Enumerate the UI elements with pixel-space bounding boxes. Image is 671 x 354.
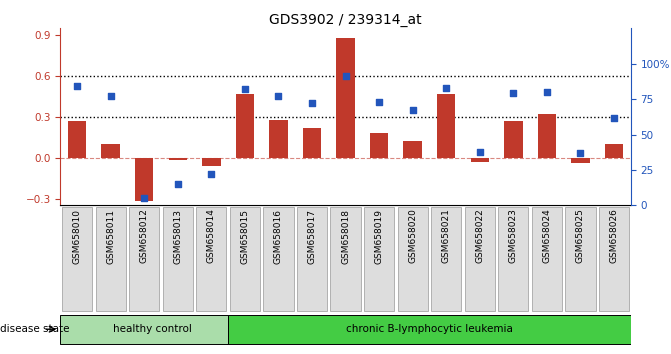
Bar <box>202 158 221 166</box>
Text: disease state: disease state <box>0 324 70 334</box>
Text: GSM658015: GSM658015 <box>240 209 250 264</box>
FancyBboxPatch shape <box>297 207 327 311</box>
Bar <box>537 114 556 158</box>
Bar <box>437 94 456 158</box>
FancyBboxPatch shape <box>197 207 227 311</box>
Text: GSM658024: GSM658024 <box>542 209 552 263</box>
Text: GSM658014: GSM658014 <box>207 209 216 263</box>
Bar <box>101 144 120 158</box>
Text: GSM658010: GSM658010 <box>72 209 82 264</box>
Text: healthy control: healthy control <box>113 324 192 334</box>
FancyBboxPatch shape <box>499 207 529 311</box>
Point <box>441 85 452 91</box>
Text: GSM658021: GSM658021 <box>442 209 451 263</box>
Point <box>206 171 217 177</box>
FancyBboxPatch shape <box>532 207 562 311</box>
Bar <box>403 141 422 158</box>
FancyBboxPatch shape <box>331 207 361 311</box>
Point <box>474 149 485 154</box>
Point <box>139 195 150 201</box>
Point <box>374 99 384 105</box>
Point <box>541 89 552 95</box>
Text: GSM658017: GSM658017 <box>307 209 317 264</box>
Text: GSM658019: GSM658019 <box>374 209 384 264</box>
FancyBboxPatch shape <box>96 207 126 311</box>
FancyBboxPatch shape <box>465 207 495 311</box>
Point <box>240 86 250 92</box>
Point <box>407 108 418 113</box>
Point <box>307 101 317 106</box>
Text: GSM658013: GSM658013 <box>173 209 183 264</box>
Text: GSM658022: GSM658022 <box>475 209 484 263</box>
FancyBboxPatch shape <box>62 207 93 311</box>
Bar <box>336 38 355 158</box>
Point <box>172 181 183 187</box>
FancyBboxPatch shape <box>364 207 395 311</box>
Point <box>508 91 519 96</box>
FancyBboxPatch shape <box>398 207 428 311</box>
FancyBboxPatch shape <box>599 207 629 311</box>
Bar <box>135 158 154 201</box>
Text: GSM658018: GSM658018 <box>341 209 350 264</box>
Point <box>340 74 351 79</box>
Text: GSM658026: GSM658026 <box>609 209 619 263</box>
Text: GSM658025: GSM658025 <box>576 209 585 263</box>
FancyBboxPatch shape <box>163 207 193 311</box>
Bar <box>470 158 489 162</box>
FancyBboxPatch shape <box>228 315 631 343</box>
Bar <box>504 121 523 158</box>
Text: chronic B-lymphocytic leukemia: chronic B-lymphocytic leukemia <box>346 324 513 334</box>
Bar <box>236 94 254 158</box>
FancyBboxPatch shape <box>130 207 160 311</box>
Text: GSM658016: GSM658016 <box>274 209 283 264</box>
Bar <box>68 121 87 158</box>
Text: GSM658012: GSM658012 <box>140 209 149 263</box>
Text: GSM658023: GSM658023 <box>509 209 518 263</box>
Bar <box>269 120 288 158</box>
Text: GSM658020: GSM658020 <box>408 209 417 263</box>
Point <box>575 150 586 156</box>
Bar <box>605 144 623 158</box>
FancyBboxPatch shape <box>431 207 462 311</box>
Point <box>105 93 116 99</box>
Bar <box>303 128 321 158</box>
FancyBboxPatch shape <box>566 207 596 311</box>
Bar <box>168 158 187 160</box>
FancyBboxPatch shape <box>229 207 260 311</box>
Point <box>609 115 619 120</box>
Point <box>273 93 284 99</box>
Title: GDS3902 / 239314_at: GDS3902 / 239314_at <box>269 13 422 27</box>
Bar <box>571 158 590 163</box>
FancyBboxPatch shape <box>263 207 294 311</box>
FancyBboxPatch shape <box>60 315 228 343</box>
Text: GSM658011: GSM658011 <box>106 209 115 264</box>
Bar <box>370 133 389 158</box>
Point <box>72 84 83 89</box>
